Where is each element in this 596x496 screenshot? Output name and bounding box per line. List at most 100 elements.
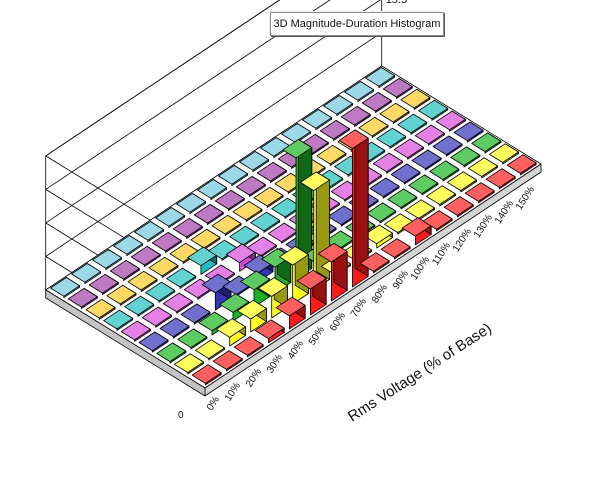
bar-top-face — [361, 92, 392, 112]
bar — [187, 246, 218, 275]
bar — [124, 295, 155, 317]
bar — [235, 175, 266, 198]
bar-top-face — [422, 210, 453, 230]
bar-top-face — [366, 202, 397, 223]
bar — [418, 99, 449, 121]
bar — [369, 177, 400, 199]
bar-top-face — [229, 225, 260, 246]
bar-top-face — [177, 328, 208, 349]
bar — [162, 292, 193, 314]
bar-top-face — [71, 263, 101, 283]
bar-top-face — [225, 243, 256, 264]
x-tick-label: 130% — [472, 213, 495, 241]
bar — [387, 188, 418, 210]
bar — [190, 228, 221, 250]
bar-top-face — [390, 163, 421, 184]
bar — [411, 149, 442, 171]
bar-top-face — [372, 152, 403, 173]
x-tick-label: 70% — [349, 297, 369, 320]
bar — [177, 328, 208, 350]
bar — [173, 353, 204, 375]
bar-top-face — [191, 364, 222, 384]
bar — [414, 124, 445, 146]
bar — [109, 259, 140, 282]
bar — [233, 336, 264, 358]
x-tick-label: 60% — [328, 311, 348, 334]
bar — [141, 306, 172, 328]
bar — [267, 222, 298, 244]
bar — [134, 221, 165, 243]
bar — [106, 284, 137, 306]
back-wall-gridline — [45, 0, 381, 224]
bar-top-face — [425, 185, 456, 205]
bar — [401, 217, 432, 246]
bar-top-face — [338, 129, 369, 150]
bar-top-face — [173, 353, 204, 373]
bar-top-face — [219, 293, 250, 313]
bar-top-face — [404, 199, 435, 219]
bar — [229, 225, 260, 247]
bar — [113, 235, 144, 257]
bar-top-face — [193, 203, 224, 224]
bar-top-face — [319, 120, 350, 140]
x-tick-label: 0% — [205, 395, 222, 413]
bar-top-face — [365, 67, 396, 87]
bar — [275, 296, 306, 330]
bar — [151, 231, 182, 254]
bar — [67, 287, 98, 310]
bar-top-face — [120, 320, 151, 341]
bar-top-face — [296, 269, 327, 290]
bar-top-face — [369, 177, 400, 198]
bar-top-face — [172, 217, 203, 238]
floor-left-face — [45, 289, 206, 397]
bar-top-face — [130, 245, 161, 266]
bar-top-face — [401, 217, 432, 237]
bar-top-face — [393, 138, 424, 159]
bar-top-face — [380, 238, 411, 258]
bar-top-face — [180, 303, 211, 324]
bar — [85, 298, 116, 320]
bar-top-face — [109, 259, 140, 280]
bar — [92, 249, 122, 271]
bar-top-face — [316, 144, 347, 165]
bar-top-face — [281, 123, 312, 143]
x-tick-label: 50% — [307, 325, 327, 348]
back-wall-gridline — [45, 0, 281, 157]
bar-top-face — [471, 132, 502, 153]
bar — [464, 182, 495, 204]
bar-top-face — [214, 189, 245, 210]
bar — [281, 123, 312, 145]
bar-top-face — [327, 205, 358, 226]
bar — [232, 200, 263, 222]
bar — [197, 179, 228, 201]
bar — [323, 95, 354, 117]
bar-top-face — [418, 99, 449, 120]
x-tick-label: 140% — [493, 199, 516, 227]
bar-top-face — [464, 182, 495, 202]
bar — [380, 238, 411, 260]
bar-top-face — [435, 110, 466, 131]
x-tick-label: 120% — [451, 227, 474, 255]
x-tick-label: 10% — [223, 381, 243, 404]
bar-top-face — [323, 95, 354, 115]
bar-top-face — [387, 188, 418, 209]
bar-top-face — [148, 256, 179, 277]
bar-top-face — [275, 296, 306, 317]
z-tick-label: 15.5 — [386, 0, 407, 6]
bar-top-face — [267, 222, 298, 243]
bar-top-face — [198, 311, 229, 332]
bar-top-face — [317, 242, 348, 263]
bar — [340, 106, 371, 127]
back-wall-gridline — [45, 32, 382, 257]
bar-top-face — [359, 252, 390, 272]
bar — [156, 342, 187, 364]
bar-top-face — [379, 102, 410, 123]
bar-top-face — [190, 228, 221, 249]
bar — [256, 161, 287, 184]
bar-top-face — [429, 160, 460, 181]
bar — [191, 364, 222, 386]
bar-top-face — [358, 116, 389, 137]
bar — [365, 67, 396, 89]
bar-top-face — [485, 168, 516, 188]
x-tick-label: 40% — [286, 339, 306, 362]
